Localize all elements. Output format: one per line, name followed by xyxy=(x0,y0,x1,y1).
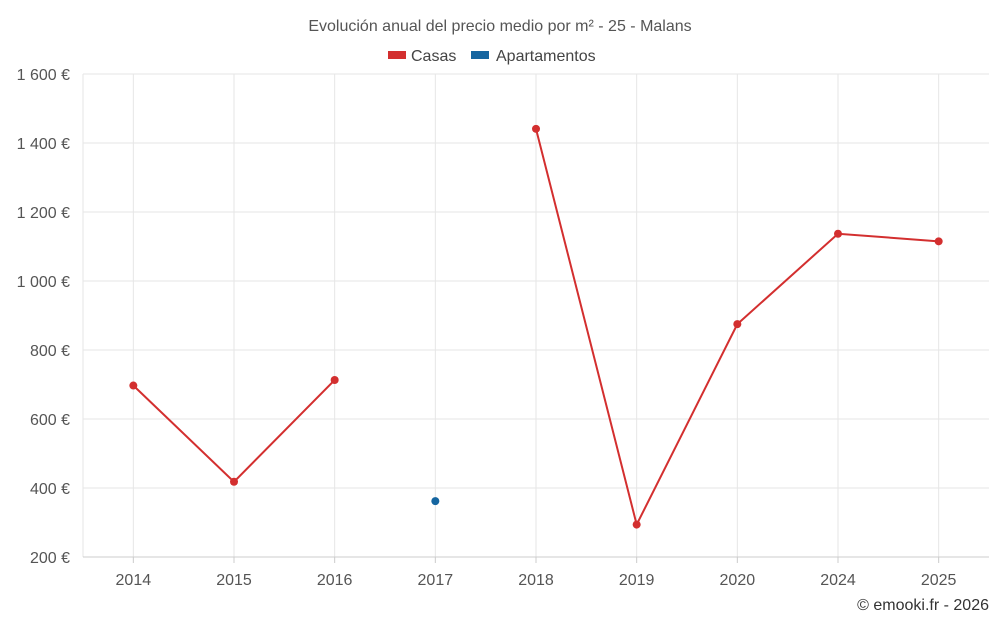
data-point[interactable] xyxy=(632,520,641,529)
x-tick-label: 2025 xyxy=(921,572,957,589)
y-tick-label: 1 000 € xyxy=(17,274,70,291)
y-tick-label: 600 € xyxy=(30,412,70,429)
credit-text: © emooki.fr - 2026 xyxy=(857,597,989,614)
x-tick-label: 2015 xyxy=(216,572,252,589)
x-tick-label: 2014 xyxy=(116,572,152,589)
x-tick-label: 2017 xyxy=(418,572,454,589)
data-point[interactable] xyxy=(733,320,742,329)
data-point[interactable] xyxy=(532,124,540,133)
y-tick-label: 400 € xyxy=(30,481,70,498)
legend-swatch xyxy=(471,51,489,59)
x-tick-label: 2019 xyxy=(619,572,655,589)
data-point[interactable] xyxy=(934,237,943,246)
x-tick-label: 2024 xyxy=(820,572,856,589)
x-tick-label: 2016 xyxy=(317,572,353,589)
data-point[interactable] xyxy=(431,497,440,506)
legend-item-casas[interactable]: Casas xyxy=(388,48,456,65)
legend-label: Apartamentos xyxy=(496,48,596,65)
series-apartamentos xyxy=(431,497,440,506)
data-point[interactable] xyxy=(834,229,842,238)
data-point[interactable] xyxy=(230,477,238,486)
data-point[interactable] xyxy=(129,381,138,390)
series-casas xyxy=(129,124,943,529)
x-tick-label: 2020 xyxy=(720,572,756,589)
y-tick-label: 1 600 € xyxy=(17,67,70,84)
grid xyxy=(82,73,989,557)
y-tick-label: 1 400 € xyxy=(17,136,70,153)
series-layer xyxy=(129,124,943,529)
y-tick-label: 1 200 € xyxy=(17,205,70,222)
legend: Casas Apartamentos xyxy=(388,48,596,65)
legend-swatch xyxy=(388,51,406,59)
y-tick-label: 200 € xyxy=(30,550,70,567)
x-tick-label: 2018 xyxy=(518,572,554,589)
legend-item-apartamentos[interactable]: Apartamentos xyxy=(471,48,596,65)
axes: 200 € 400 € 600 € 800 € 1 000 € 1 200 € 1 400 … xyxy=(17,67,989,589)
data-point[interactable] xyxy=(330,376,339,385)
legend-label: Casas xyxy=(411,48,456,65)
y-tick-label: 800 € xyxy=(30,343,70,360)
chart-title: Evolución anual del precio medio por m² … xyxy=(308,18,691,35)
